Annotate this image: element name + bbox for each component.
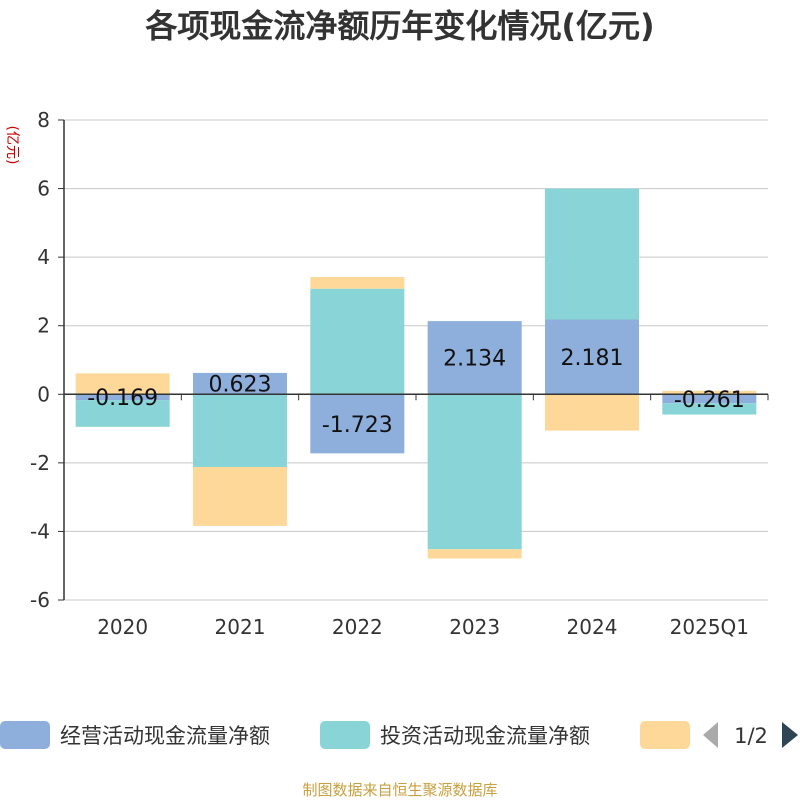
y-axis-unit-label: (亿元) bbox=[4, 126, 20, 165]
legend-prev-page-icon[interactable] bbox=[703, 722, 718, 748]
bar-series-0-2025Q1[interactable] bbox=[662, 394, 757, 404]
legend-item-1[interactable]: 投资活动现金流量净额 bbox=[320, 721, 590, 749]
axes-group: -6 -4 -2 0 2 4 6 8 2020 2021 2022 2023 2024 2025Q1 bbox=[30, 108, 769, 639]
x-tick-label: 2023 bbox=[449, 615, 500, 639]
y-tick-label: 2 bbox=[37, 314, 50, 338]
legend-item-2[interactable] bbox=[640, 721, 690, 749]
legend: 经营活动现金流量净额 投资活动现金流量净额 1/2 bbox=[0, 721, 798, 749]
y-tick-label: -6 bbox=[30, 588, 50, 612]
legend-next-page-icon[interactable] bbox=[782, 722, 798, 748]
bar-labels-group: -0.169 0.623 -1.723 2.134 2.181 -0.261 bbox=[87, 346, 745, 438]
bar-series-2-2022[interactable] bbox=[310, 277, 405, 289]
x-tick-label: 2022 bbox=[332, 615, 383, 639]
bar-data-label: -1.723 bbox=[322, 413, 393, 438]
bar-series-0-2024[interactable] bbox=[545, 319, 639, 395]
y-tick-label: -4 bbox=[30, 519, 50, 543]
bars-group bbox=[75, 188, 757, 559]
y-tick-label: 6 bbox=[37, 177, 50, 201]
bar-series-2-2025Q1[interactable] bbox=[662, 390, 757, 395]
x-tick-label: 2025Q1 bbox=[670, 615, 749, 639]
bar-series-1-2023[interactable] bbox=[427, 394, 522, 550]
y-tick-label: 0 bbox=[37, 382, 50, 406]
bar-series-1-2022[interactable] bbox=[310, 288, 405, 395]
bar-series-0-2020[interactable] bbox=[75, 394, 170, 401]
legend-label: 经营活动现金流量净额 bbox=[60, 724, 270, 748]
bar-data-label: -0.261 bbox=[674, 388, 745, 413]
source-note: 制图数据来自恒生聚源数据库 bbox=[302, 781, 497, 799]
x-tick-label: 2021 bbox=[215, 615, 266, 639]
y-tick-label: 4 bbox=[37, 245, 50, 269]
bar-data-label: 2.134 bbox=[443, 347, 506, 372]
grid-lines bbox=[64, 119, 768, 601]
legend-swatch bbox=[640, 721, 690, 749]
bar-series-1-2021[interactable] bbox=[193, 394, 287, 467]
bar-series-2-2023[interactable] bbox=[427, 549, 522, 559]
legend-swatch bbox=[320, 721, 370, 749]
y-tick-label: -2 bbox=[30, 451, 50, 475]
x-tick-label: 2020 bbox=[97, 615, 148, 639]
bar-series-2-2020[interactable] bbox=[75, 373, 170, 395]
bar-data-label: 2.181 bbox=[561, 346, 624, 371]
x-tick-label: 2024 bbox=[567, 615, 618, 639]
bar-series-0-2022[interactable] bbox=[310, 394, 405, 454]
chart-title: 各项现金流净额历年变化情况(亿元) bbox=[145, 7, 654, 45]
bar-data-label: 0.623 bbox=[209, 373, 272, 398]
bar-series-2-2021[interactable] bbox=[193, 466, 287, 526]
bar-series-1-2020[interactable] bbox=[75, 400, 170, 427]
bar-series-1-2024[interactable] bbox=[545, 188, 639, 320]
bar-series-2-2024[interactable] bbox=[545, 394, 639, 431]
legend-item-0[interactable]: 经营活动现金流量净额 bbox=[0, 721, 270, 749]
bar-series-0-2023[interactable] bbox=[427, 321, 522, 395]
legend-swatch bbox=[0, 721, 50, 749]
legend-page-indicator: 1/2 bbox=[734, 724, 768, 748]
y-tick-label: 8 bbox=[37, 108, 50, 132]
bar-data-label: -0.169 bbox=[87, 386, 158, 411]
bar-series-1-2025Q1[interactable] bbox=[662, 403, 757, 415]
legend-label: 投资活动现金流量净额 bbox=[380, 724, 590, 748]
bar-series-0-2021[interactable] bbox=[193, 372, 287, 395]
